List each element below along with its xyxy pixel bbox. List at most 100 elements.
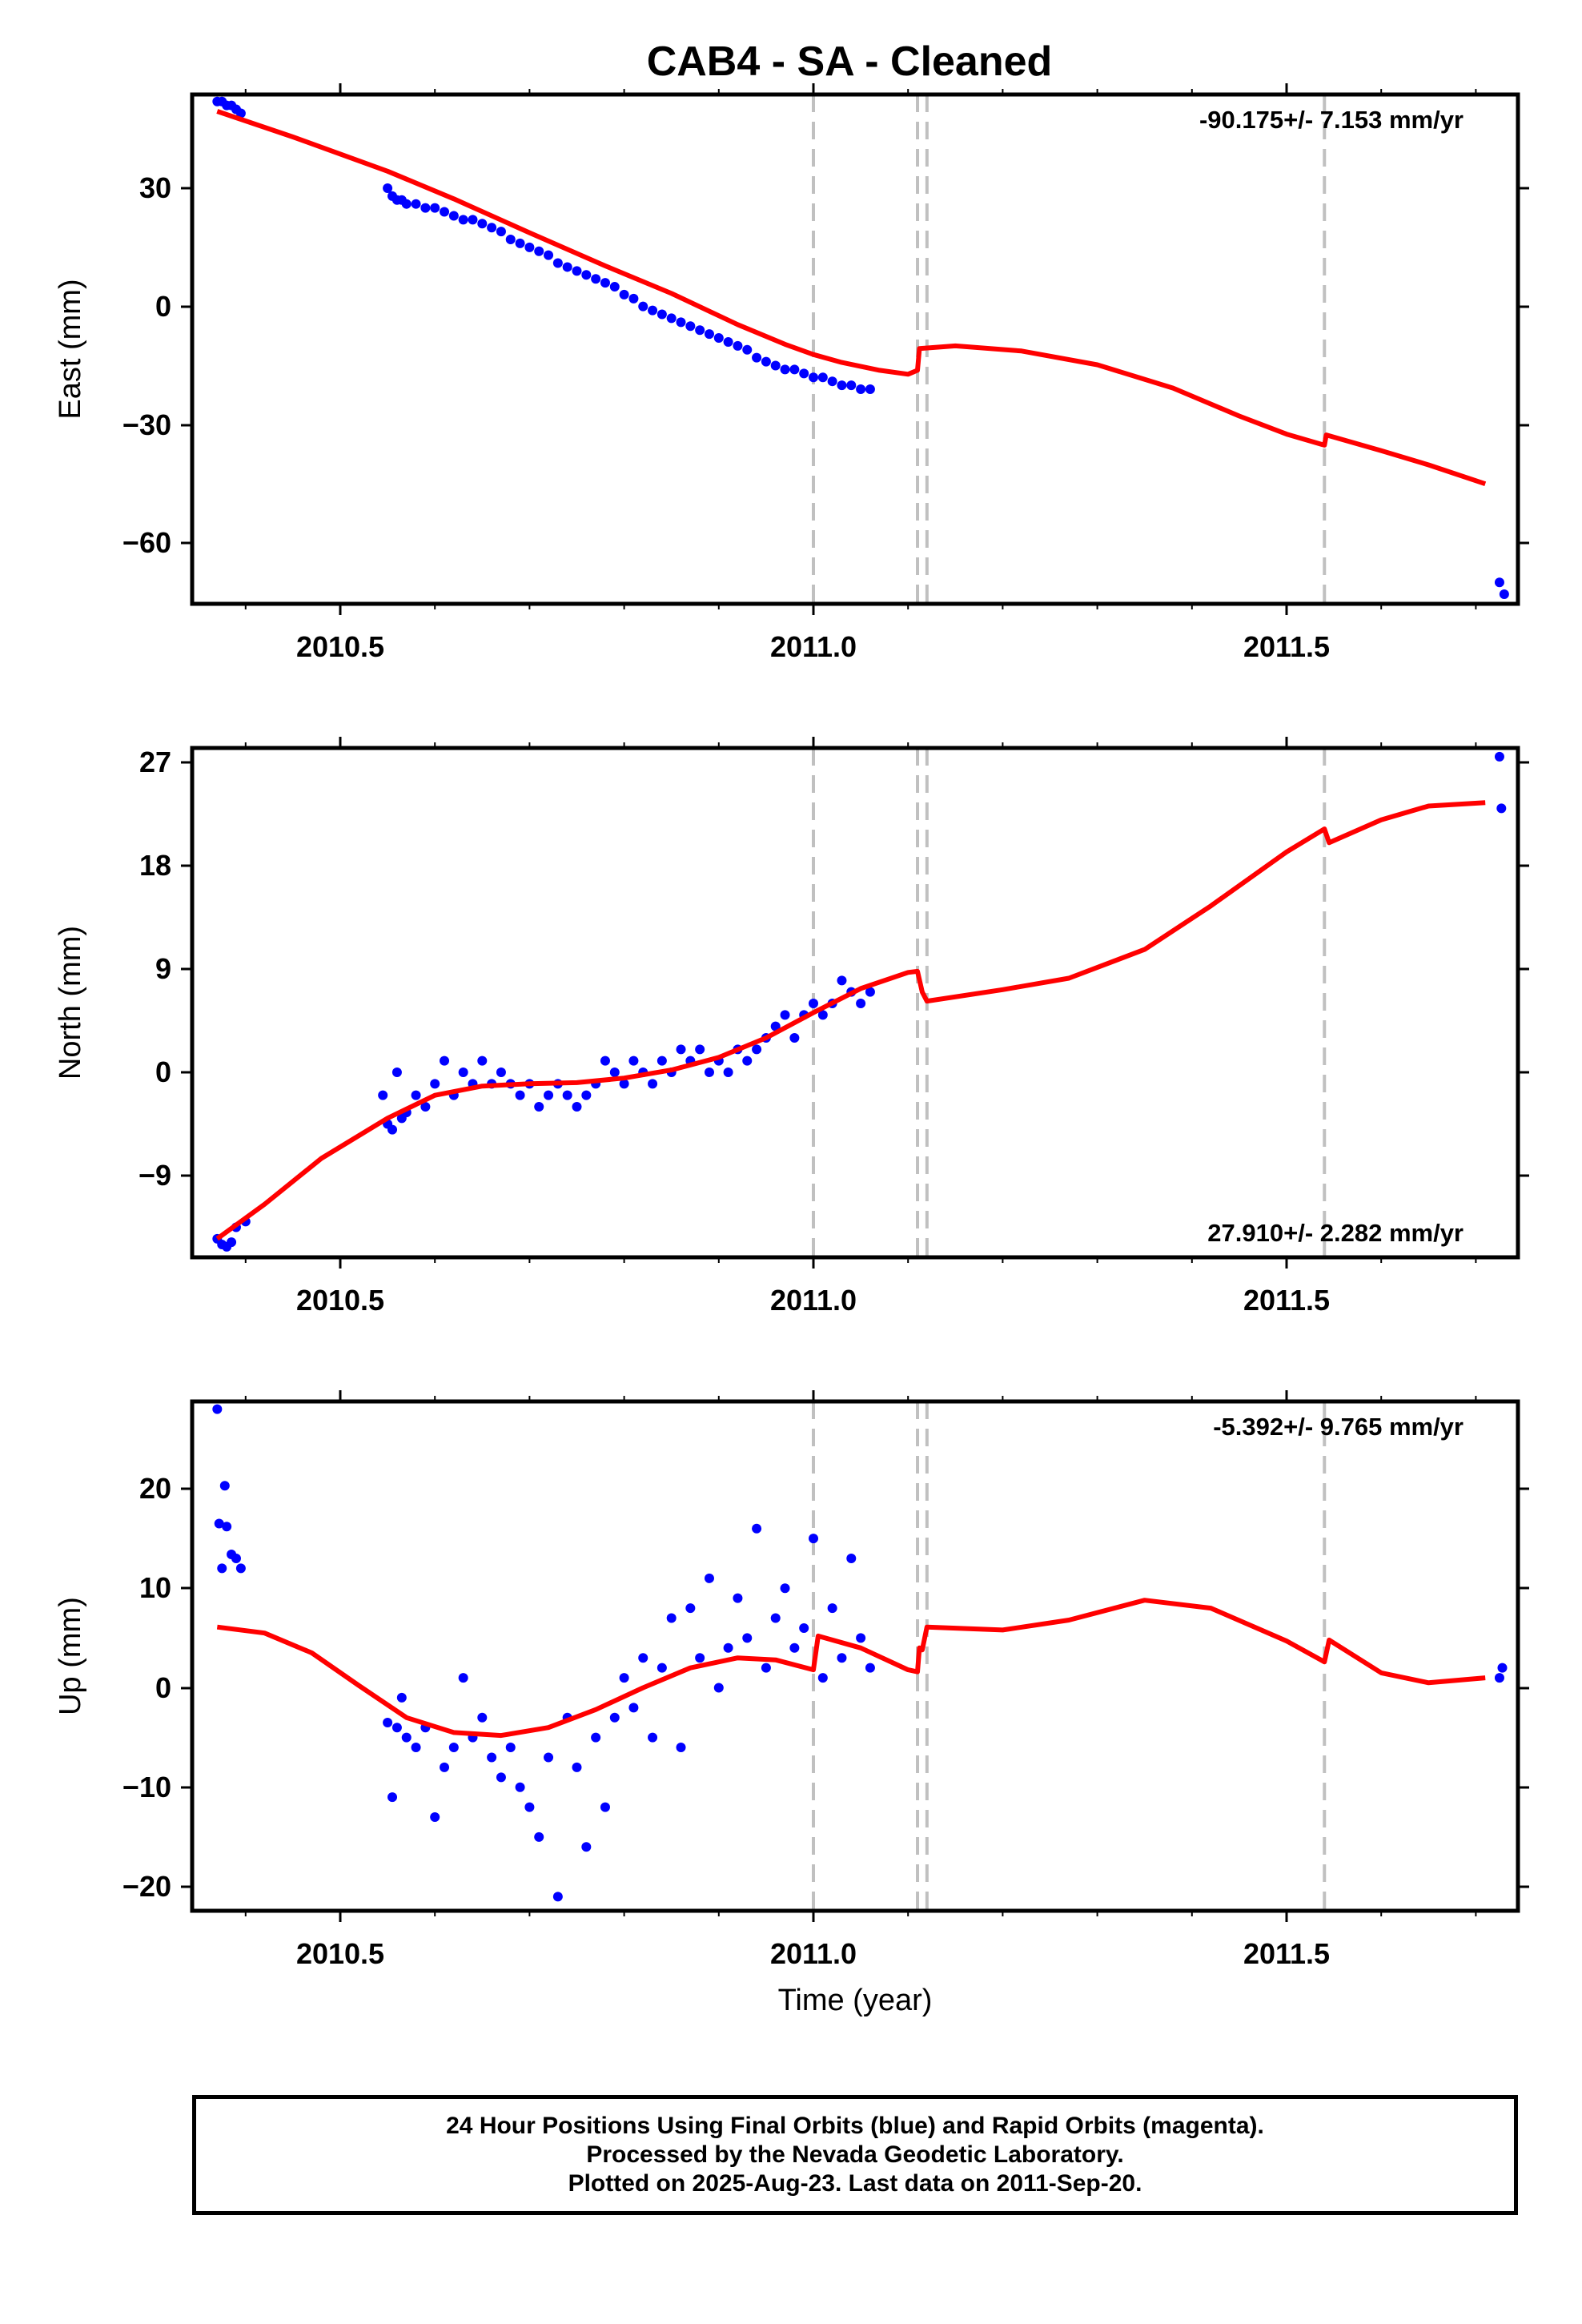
data-point-1	[214, 1518, 224, 1529]
data-point-30	[572, 1762, 582, 1772]
data-point-38	[656, 1055, 667, 1066]
data-point-58	[837, 1653, 847, 1663]
data-point-35	[638, 301, 648, 312]
data-point-38	[666, 313, 677, 324]
data-point-43	[713, 333, 724, 344]
data-point-28	[572, 266, 582, 276]
y-tick-label-4: −9	[139, 1159, 171, 1192]
caption-line-1: 24 Hour Positions Using Final Orbits (bl…	[446, 2113, 1264, 2139]
x-axis-label: Time (year)	[778, 1984, 933, 2017]
data-point-13	[430, 203, 440, 213]
x-tick-label-2: 2011.5	[1243, 630, 1330, 663]
y-tick-label-1: 0	[155, 290, 171, 323]
data-point-57	[837, 975, 847, 986]
data-point-57	[827, 1603, 837, 1614]
x-tick-label-1: 2011.0	[770, 1284, 857, 1317]
data-points	[212, 751, 1507, 1252]
data-point-35	[628, 1055, 639, 1066]
data-point-48	[752, 1044, 762, 1055]
data-point-15	[430, 1812, 440, 1823]
data-point-48	[761, 356, 771, 367]
data-point-11	[411, 199, 421, 209]
data-point-30	[591, 274, 601, 284]
data-point-27	[562, 262, 572, 272]
data-point-26	[552, 258, 563, 268]
data-point-40	[676, 1044, 686, 1055]
data-point-31	[581, 1842, 592, 1852]
data-point-22	[515, 238, 525, 248]
data-point-55	[809, 1534, 818, 1544]
data-point-20	[496, 227, 506, 237]
data-point-31	[600, 278, 610, 288]
data-point-38	[648, 1732, 658, 1743]
data-point-40	[666, 1613, 677, 1623]
data-point-39	[676, 317, 686, 328]
data-point-45	[723, 1068, 733, 1077]
y-tick-label-3: −10	[122, 1771, 171, 1803]
data-point-47	[733, 1593, 743, 1603]
y-tick-label-2: −30	[122, 408, 171, 441]
data-points	[212, 1404, 1508, 1902]
data-point-21	[496, 1068, 506, 1077]
y-tick-label-4: −20	[122, 1870, 171, 1903]
data-point-7	[235, 1563, 246, 1574]
data-point-61	[865, 1663, 875, 1673]
data-point-59	[856, 999, 866, 1008]
data-point-3	[227, 1237, 237, 1248]
data-point-50	[780, 364, 790, 375]
data-point-40	[685, 321, 696, 332]
data-point-28	[562, 1090, 572, 1100]
data-point-34	[609, 1712, 620, 1723]
data-point-33	[619, 289, 629, 300]
x-tick-label-0: 2010.5	[296, 630, 384, 663]
data-point-15	[448, 211, 459, 221]
model-line	[216, 109, 1487, 487]
data-point-12	[411, 1090, 421, 1100]
data-point-62	[1494, 1673, 1504, 1683]
rate-label: -90.175+/- 7.153 mm/yr	[1199, 106, 1464, 134]
data-point-51	[789, 364, 800, 375]
data-point-47	[752, 352, 762, 363]
data-point-18	[458, 1673, 468, 1683]
data-point-18	[477, 219, 488, 229]
data-point-33	[609, 1068, 620, 1077]
data-point-5	[235, 108, 246, 119]
x-tick-label-0: 2010.5	[296, 1937, 384, 1970]
data-point-60	[856, 1633, 866, 1643]
y-tick-label-2: 9	[155, 952, 171, 985]
panel-up: 20 10 0 −10 −20 2010.5 2011.0 2011.5 Up (mm) Time…	[54, 1390, 1529, 2017]
data-point-42	[695, 1044, 705, 1055]
data-point-23	[515, 1090, 525, 1100]
data-point-19	[487, 223, 497, 233]
data-point-25	[544, 250, 554, 260]
data-point-14	[430, 1079, 440, 1089]
data-point-45	[733, 340, 743, 351]
data-point-45	[713, 1683, 724, 1693]
caption-box: 24 Hour Positions Using Final Orbits (bl…	[192, 2095, 1518, 2215]
data-point-43	[704, 1068, 714, 1077]
data-point-21	[505, 234, 516, 244]
data-point-8	[383, 1717, 393, 1727]
data-point-14	[440, 207, 450, 217]
data-point-48	[742, 1633, 753, 1643]
data-point-26	[544, 1090, 554, 1100]
data-points	[212, 96, 1509, 599]
data-point-8	[387, 1124, 398, 1135]
data-point-55	[817, 1010, 828, 1020]
data-point-39	[656, 1663, 667, 1673]
data-point-43	[695, 1653, 705, 1663]
data-point-56	[817, 1673, 828, 1683]
data-point-52	[799, 368, 809, 379]
x-tick-label-1: 2011.0	[770, 630, 857, 663]
data-point-25	[524, 1802, 535, 1812]
y-tick-label-3: −60	[122, 526, 171, 559]
data-point-60	[865, 987, 875, 997]
data-point-17	[468, 215, 478, 225]
y-axis-label: North (mm)	[54, 926, 87, 1080]
data-point-21	[487, 1752, 497, 1763]
data-point-36	[648, 305, 658, 316]
data-point-37	[638, 1653, 648, 1663]
data-point-61	[1494, 751, 1504, 762]
data-point-44	[704, 1573, 714, 1583]
